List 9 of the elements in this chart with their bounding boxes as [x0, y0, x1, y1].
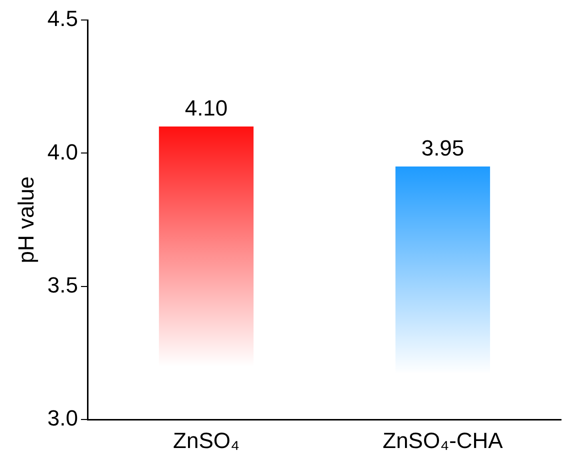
- y-tick-label: 4.5: [47, 6, 78, 32]
- x-tick-label: ZnSO₄: [173, 428, 240, 453]
- y-tick-label: 4.0: [47, 139, 78, 164]
- data-label: 3.95: [421, 136, 464, 161]
- data-label: 4.10: [184, 96, 228, 121]
- x-tick-label: ZnSO₄-CHA: [382, 428, 504, 453]
- y-tick-label: 3.0: [47, 406, 78, 431]
- y-axis-title: pH value: [13, 176, 38, 264]
- y-tick-label: 3.5: [47, 272, 78, 298]
